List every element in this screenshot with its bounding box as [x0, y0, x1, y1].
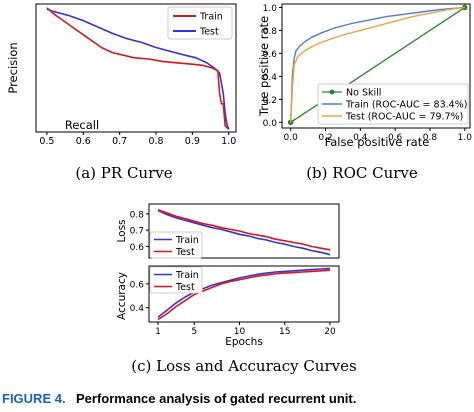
loss-y-tick-label: 0.7: [130, 227, 144, 237]
roc-legend-noskill-marker: [329, 89, 335, 95]
pr-legend-train-label: Train: [199, 12, 223, 23]
accuracy-y-tick-label: 0.4: [130, 304, 145, 314]
pr-y-axis-label: Precision: [6, 42, 20, 93]
loss-legend-train-label: Train: [175, 235, 199, 246]
pr-curve-panel: 0.5 0.6 0.7 0.8 0.9 1.0 Recall Precision Trai…: [6, 3, 237, 147]
loss-y-axis-label: Loss: [116, 219, 128, 242]
roc-y-tick-label: 0.4: [263, 73, 278, 83]
pr-lines: [46, 7, 230, 130]
roc-y-tick-label: 1.0: [263, 4, 278, 14]
caption-pr: (a) PR Curve: [75, 164, 172, 182]
roc-ticks: 0.0 0.2 0.4 0.6 0.8 1.0 0.0 0.2 0.4 0.6 0.8 1.0: [263, 4, 473, 143]
roc-x-tick-label: 0.6: [388, 133, 403, 143]
pr-x-tick-label: 0.8: [148, 136, 163, 147]
accuracy-x-axis-label: Epochs: [225, 336, 263, 348]
pr-plot-frame: [35, 3, 237, 133]
roc-x-tick-label: 0.8: [423, 133, 438, 143]
pr-x-tick-label: 0.5: [39, 136, 54, 147]
accuracy-x-tick-label: 1: [155, 327, 161, 337]
loss-series-test-line: [157, 208, 331, 251]
accuracy-panel: 1 5 10 15 200.60.4 Epochs Accuracy Train Tes…: [116, 265, 340, 348]
pr-x-tick-label: 0.9: [185, 136, 200, 147]
accuracy-y-axis-label: Accuracy: [116, 272, 128, 320]
accuracy-y-tick-label: 0.6: [130, 280, 145, 290]
loss-lines: [157, 208, 331, 256]
loss-legend-test-label: Test: [175, 247, 195, 258]
roc-y-tick-label: 0.2: [263, 96, 277, 106]
roc-legend-noskill-label: No Skill: [346, 88, 381, 99]
accuracy-x-tick-label: 20: [324, 327, 336, 337]
accuracy-lines: [157, 267, 331, 321]
pr-x-tick-label: 1.0: [221, 136, 236, 147]
accuracy-plot-frame: [148, 265, 340, 323]
pr-legend-test-label: Test: [199, 27, 219, 38]
loss-series-train-line: [157, 209, 331, 256]
accuracy-x-tick-label: 15: [279, 327, 290, 337]
roc-legend-train-label: Train (ROC-AUC = 83.4%): [345, 100, 467, 111]
accuracy-ticks: 1 5 10 15 200.60.4: [130, 280, 336, 337]
roc-legend: No Skill Train (ROC-AUC = 83.4%) Test (R…: [317, 83, 469, 125]
roc-y-axis-label: True positive rate: [257, 16, 271, 117]
pr-ticks: 0.5 0.6 0.7 0.8 0.9 1.0: [39, 132, 236, 147]
accuracy-legend-test-label: Test: [175, 282, 195, 293]
roc-plot-frame: [281, 3, 471, 129]
roc-y-tick-label: 0.8: [263, 27, 278, 37]
loss-panel: 0.8 0.7 0.6 Loss Train Test: [116, 203, 340, 259]
loss-ticks: 0.8 0.7 0.6: [130, 210, 149, 253]
roc-series-train-line: [290, 6, 465, 123]
roc-x-axis-label: False positive rate: [325, 135, 430, 149]
pr-series-test-line: [46, 7, 230, 130]
pr-x-tick-label: 0.7: [112, 136, 127, 147]
roc-legend-test-label: Test (ROC-AUC = 79.7%): [345, 112, 463, 123]
roc-x-tick-label: 1.0: [458, 133, 473, 143]
caption-roc: (b) ROC Curve: [306, 164, 418, 182]
roc-legend-box: [317, 83, 469, 125]
loss-y-tick-label: 0.6: [130, 243, 145, 253]
accuracy-x-tick-label: 5: [191, 327, 197, 337]
roc-series-test-line: [290, 6, 465, 123]
pr-legend: Train Test: [167, 6, 233, 40]
accuracy-series-test-line: [157, 269, 331, 321]
loss-y-tick-label: 0.8: [130, 210, 145, 220]
accuracy-legend-train-label: Train: [175, 270, 199, 281]
roc-curve-panel: 0.0 0.2 0.4 0.6 0.8 1.0 0.0 0.2 0.4 0.6 0.8 1.0 Fal…: [257, 3, 473, 149]
roc-y-tick-label: 0.0: [263, 119, 278, 129]
accuracy-x-tick-label: 10: [234, 327, 246, 337]
roc-x-tick-label: 0.0: [284, 133, 299, 143]
pr-x-tick-label: 0.6: [76, 136, 91, 147]
roc-lines: [287, 4, 468, 126]
roc-x-tick-label: 0.4: [353, 133, 368, 143]
caption-loss-accuracy: (c) Loss and Accuracy Curves: [131, 357, 356, 375]
roc-y-tick-label: 0.6: [263, 50, 278, 60]
pr-x-axis-label: Recall: [65, 118, 99, 132]
loss-plot-frame: [148, 203, 340, 259]
figure-caption-label: FIGURE 4.: [2, 391, 66, 406]
loss-legend: Train Test: [149, 231, 203, 259]
accuracy-legend: Train Test: [149, 266, 203, 294]
accuracy-series-train-line: [157, 267, 331, 318]
roc-x-tick-label: 0.2: [318, 133, 332, 143]
figure-caption-text: Performance analysis of gated recurrent …: [76, 391, 356, 406]
pr-series-train-line: [46, 8, 230, 130]
